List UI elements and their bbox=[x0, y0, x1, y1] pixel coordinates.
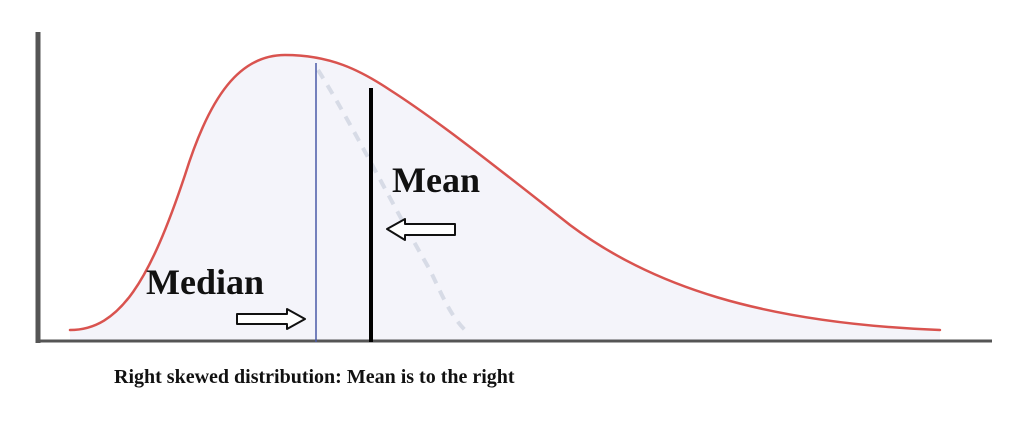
distribution-area bbox=[70, 55, 940, 342]
caption-text: Right skewed distribution: Mean is to th… bbox=[114, 366, 515, 388]
mean-label: Mean bbox=[392, 160, 480, 200]
faint-dashed-line bbox=[316, 68, 467, 332]
right-arrow-icon bbox=[236, 308, 306, 330]
left-arrow-icon bbox=[386, 218, 456, 241]
distribution-curve bbox=[68, 53, 942, 332]
median-label: Median bbox=[146, 262, 264, 302]
